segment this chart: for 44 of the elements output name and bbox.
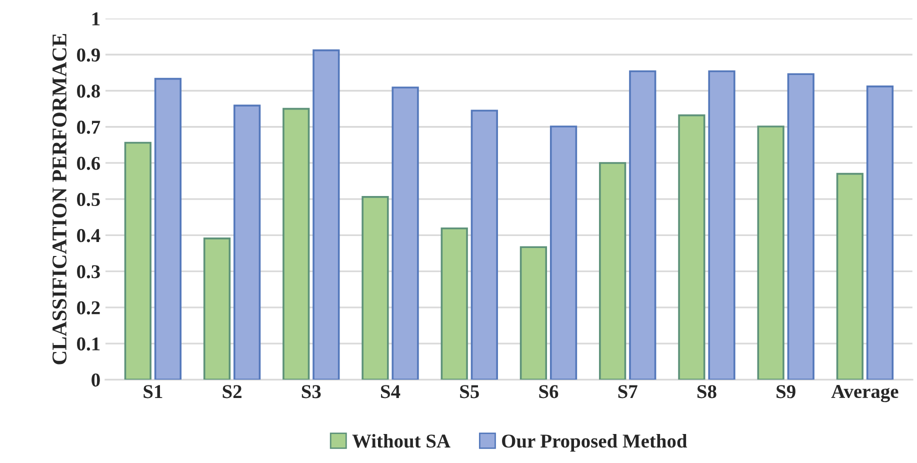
x-tick-label: S4 bbox=[381, 385, 400, 398]
x-tick-label: S2 bbox=[222, 385, 242, 398]
bar bbox=[362, 196, 389, 380]
y-tick-label: 0.7 bbox=[77, 120, 100, 134]
bar bbox=[520, 246, 548, 380]
bar bbox=[866, 86, 894, 380]
x-tick-label: S5 bbox=[460, 385, 479, 398]
bar bbox=[757, 126, 784, 380]
y-tick-label: 0.4 bbox=[77, 229, 100, 242]
y-tick-label: 0.1 bbox=[77, 337, 100, 351]
x-tick-label: S7 bbox=[618, 385, 638, 398]
y-tick-label: 0 bbox=[92, 373, 100, 387]
y-axis-title: CLASSIFICATION PERFORMACE bbox=[52, 34, 66, 364]
bar bbox=[203, 238, 231, 380]
y-tick-label: 0.2 bbox=[77, 301, 100, 314]
bar bbox=[708, 70, 736, 380]
bar bbox=[392, 86, 419, 380]
y-tick-label: 0.8 bbox=[77, 84, 100, 98]
bar bbox=[599, 162, 626, 380]
x-tick-label: S3 bbox=[302, 385, 321, 398]
bar bbox=[787, 73, 814, 380]
bar bbox=[550, 126, 578, 380]
bar bbox=[124, 142, 152, 380]
x-tick-label: S8 bbox=[697, 385, 716, 398]
y-tick-label: 0.6 bbox=[77, 156, 100, 170]
bar bbox=[282, 108, 310, 380]
bar bbox=[312, 49, 340, 380]
bar bbox=[154, 78, 182, 380]
bar bbox=[440, 227, 468, 380]
bar bbox=[470, 110, 498, 380]
bar bbox=[234, 104, 261, 380]
x-tick-label: S9 bbox=[776, 385, 796, 398]
bar bbox=[836, 172, 864, 380]
y-tick-label: 0.5 bbox=[77, 192, 100, 206]
y-tick-label: 0.9 bbox=[77, 48, 100, 62]
y-tick-label: 0.3 bbox=[77, 265, 100, 278]
x-tick-label: S1 bbox=[144, 385, 162, 398]
y-tick-label: 1 bbox=[92, 12, 100, 26]
legend-label: Without SA bbox=[352, 434, 450, 448]
bar bbox=[678, 114, 706, 380]
x-tick-label: S6 bbox=[539, 385, 558, 398]
legend-label: Our Proposed Method bbox=[502, 434, 688, 452]
bar bbox=[629, 70, 656, 380]
x-tick-label: Average bbox=[831, 385, 898, 402]
